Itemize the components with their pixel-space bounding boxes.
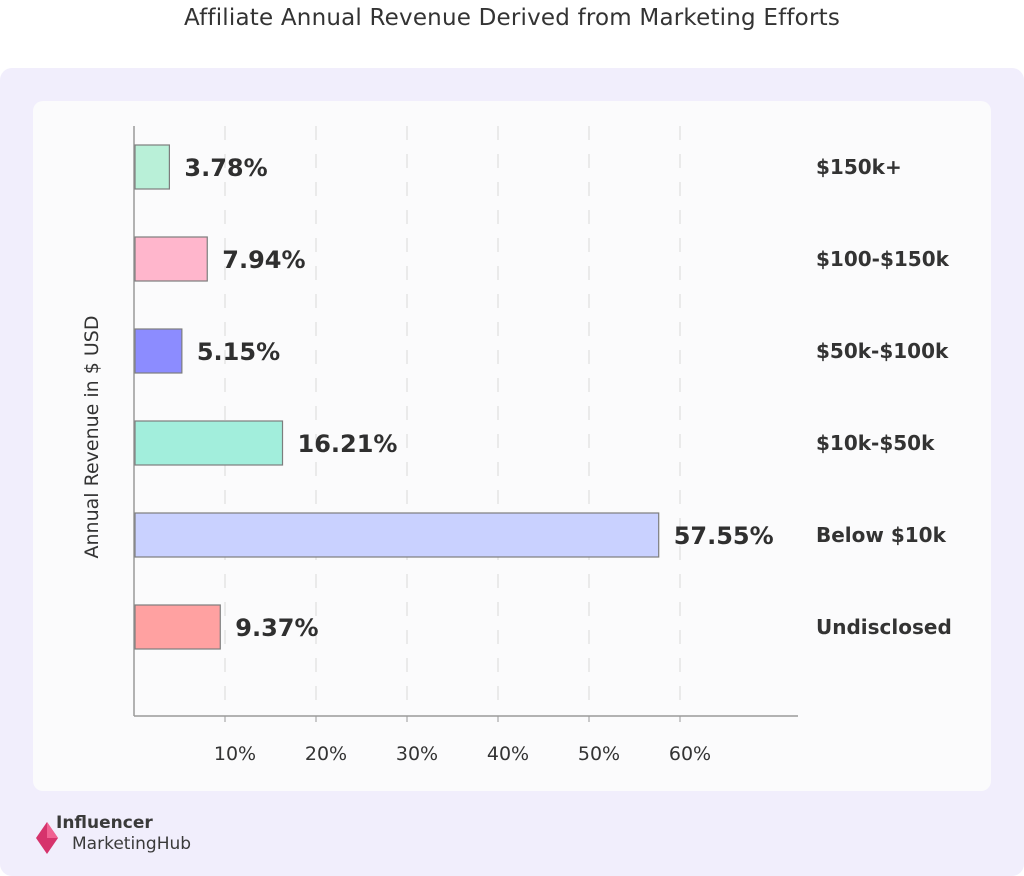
y-axis-title: Annual Revenue in $ USD <box>81 316 103 559</box>
bar-value-label: 9.37% <box>235 614 318 642</box>
x-tick-label: 60% <box>669 743 711 765</box>
x-tick-label: 20% <box>305 743 347 765</box>
category-label: $10k-$50k <box>816 431 935 455</box>
x-tick-label: 10% <box>214 743 256 765</box>
category-label: $50k-$100k <box>816 339 949 363</box>
bar <box>134 144 170 190</box>
bar <box>134 512 660 558</box>
brand-name-line2: MarketingHub <box>72 834 192 854</box>
bar <box>134 236 208 282</box>
bar-value-label: 7.94% <box>222 246 305 274</box>
category-label: $150k+ <box>816 155 902 179</box>
x-tick-label: 40% <box>487 743 529 765</box>
bar <box>134 420 284 466</box>
category-label: $100-$150k <box>816 247 950 271</box>
brand-logo: Influencer MarketingHub <box>34 812 234 862</box>
brand-mark-icon <box>36 822 58 854</box>
brand-name-line1: Influencer <box>56 813 153 833</box>
bar-value-label: 3.78% <box>184 154 267 182</box>
bar-value-label: 57.55% <box>674 522 774 550</box>
category-label: Below $10k <box>816 523 947 547</box>
bar <box>134 328 183 374</box>
bar-value-label: 16.21% <box>298 430 398 458</box>
category-label: Undisclosed <box>816 615 952 639</box>
x-tick-label: 50% <box>578 743 620 765</box>
bar-value-label: 5.15% <box>197 338 280 366</box>
bar <box>134 604 221 650</box>
chart-title: Affiliate Annual Revenue Derived from Ma… <box>184 5 840 31</box>
x-tick-label: 30% <box>396 743 438 765</box>
